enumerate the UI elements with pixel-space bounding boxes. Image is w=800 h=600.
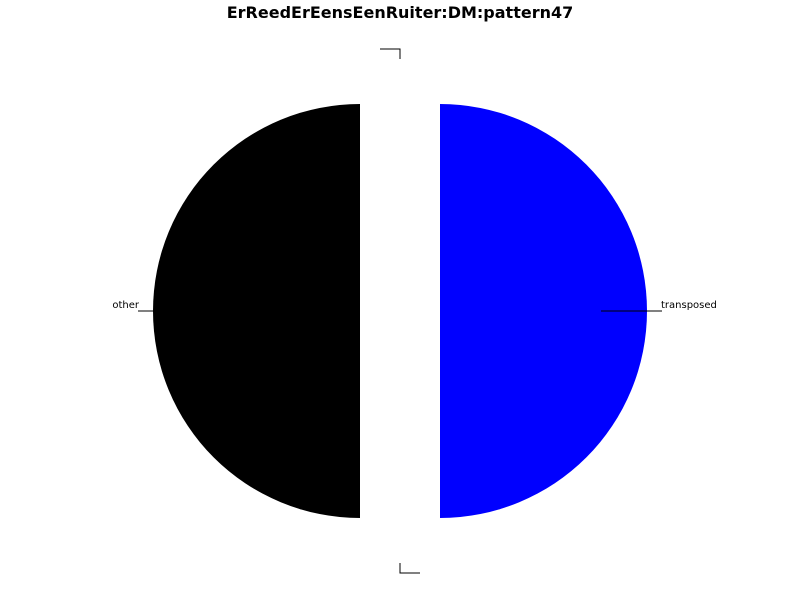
slice-label: transposed [661,300,717,311]
pie-slice [440,104,647,518]
pie-slice [153,104,360,518]
leader-line [399,563,420,574]
chart-title: ErReedErEensEenRuiter:DM:pattern47 [227,3,574,22]
slice-label: other [112,300,140,311]
leader-line [380,48,401,59]
